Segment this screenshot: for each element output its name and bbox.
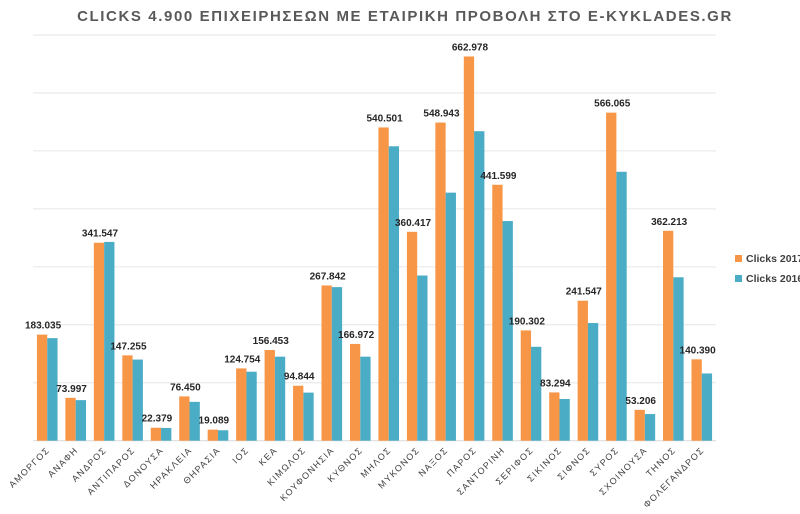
data-label: 73.997 [56, 384, 87, 395]
legend-label-2017: Clicks 2017 [746, 253, 800, 265]
legend-swatch-2016 [735, 275, 742, 282]
bar-2016 [531, 346, 542, 441]
data-label: 166.972 [338, 330, 375, 341]
data-label: 566.065 [594, 99, 631, 110]
chart-title: CLICKS 4.900 ΕΠΙΧΕΙΡΗΣΕΩΝ ΜΕ ΕΤΑΙΡΙΚΗ ΠΡ… [77, 8, 733, 25]
data-label: 190.302 [509, 316, 546, 327]
data-label: 140.390 [680, 345, 717, 356]
bar-2017 [549, 392, 560, 441]
x-tick-label: ΝΑΞΟΣ [417, 445, 451, 479]
bar-2017 [691, 359, 702, 441]
bar-2016 [360, 356, 371, 441]
bar-2016 [132, 359, 143, 441]
bar-2017 [236, 368, 247, 441]
bar-2016 [47, 338, 58, 441]
bar-2017 [179, 396, 190, 441]
x-tick-label: ΑΜΟΡΓΟΣ [7, 445, 52, 490]
data-label: 83.294 [540, 378, 571, 389]
data-label: 540.501 [367, 113, 404, 124]
bar-2017 [520, 330, 532, 441]
bar-2016 [246, 371, 257, 441]
bar-2017 [492, 184, 503, 441]
bar-2017 [36, 334, 48, 441]
bar-2017 [122, 355, 133, 441]
legend-swatch-2017 [735, 255, 742, 262]
bar-2016 [559, 398, 570, 441]
bar-2016 [217, 430, 229, 441]
data-labels: 183.035 73.997 341.547 147.255 22.379 76.450 1… [25, 42, 716, 426]
bar-2017 [293, 385, 304, 441]
bar-2017 [349, 343, 361, 441]
bar-2016 [75, 400, 86, 441]
bar-2017 [406, 231, 418, 441]
data-label: 441.599 [480, 171, 517, 182]
data-label: 241.547 [566, 287, 603, 298]
legend-label-2016: Clicks 2016 [746, 273, 800, 285]
bar-2017 [606, 112, 617, 441]
data-label: 124.754 [224, 354, 261, 365]
bar-2016 [616, 171, 627, 441]
x-tick-label: ΙΟΣ [230, 445, 250, 465]
data-label: 76.450 [170, 382, 201, 393]
data-label: 53.206 [625, 396, 656, 407]
bar-2017 [463, 56, 475, 441]
data-label: 147.255 [110, 341, 147, 352]
bar-2016 [502, 221, 513, 441]
bar-2017 [65, 397, 76, 441]
bar-2016 [189, 401, 200, 441]
data-label: 362.213 [651, 217, 688, 228]
x-axis-labels: ΑΜΟΡΓΟΣΑΝΑΦΗΑΝΔΡΟΣΑΝΤΙΠΑΡΟΣΔΟΝΟΥΣΑΗΡΑΚΛΕ… [7, 445, 706, 510]
data-label: 183.035 [25, 321, 62, 332]
bar-2016 [388, 146, 400, 441]
bars [36, 56, 713, 441]
bar-2017 [321, 285, 332, 441]
legend: Clicks 2017 Clicks 2016 [735, 253, 800, 285]
data-label: 22.379 [142, 414, 173, 425]
bar-2016 [417, 275, 428, 441]
bar-2017 [663, 230, 674, 441]
data-label: 548.943 [423, 109, 460, 120]
bar-2017 [577, 300, 588, 441]
bar-2016 [587, 323, 599, 441]
bar-2016 [445, 192, 456, 441]
data-label: 19.089 [199, 416, 230, 427]
bar-2016 [673, 277, 684, 441]
bar-2017 [150, 427, 162, 441]
bar-2016 [331, 287, 343, 441]
data-label: 267.842 [310, 271, 347, 282]
bar-2016 [274, 356, 286, 441]
data-label: 360.417 [395, 218, 432, 229]
data-label: 341.547 [82, 229, 119, 240]
x-tick-label: ΚΕΑ [257, 445, 280, 468]
bar-2017 [93, 242, 105, 441]
bar-2016 [701, 373, 713, 441]
data-label: 156.453 [253, 336, 290, 347]
bar-2016 [161, 427, 172, 441]
data-label: 94.844 [284, 372, 315, 383]
bar-2017 [264, 350, 275, 441]
data-label: 662.978 [452, 42, 489, 53]
bar-2017 [378, 127, 389, 441]
bar-2016 [104, 241, 115, 441]
bar-2017 [435, 122, 446, 441]
bar-2016 [644, 414, 656, 441]
bar-2016 [303, 392, 314, 441]
bar-2017 [207, 429, 218, 441]
gridlines [33, 34, 716, 442]
bar-2017 [634, 409, 645, 441]
bar-2016 [474, 131, 485, 441]
